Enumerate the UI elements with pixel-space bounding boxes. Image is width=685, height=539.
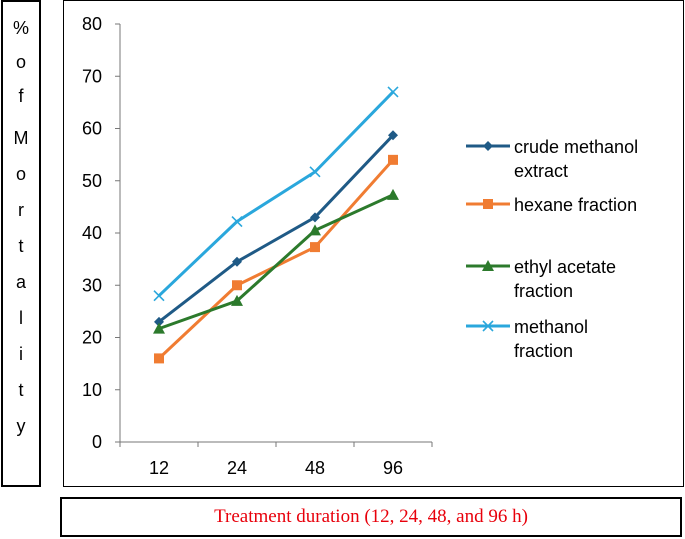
y-axis-label-char: t bbox=[18, 236, 24, 256]
y-axis-label-char: M bbox=[13, 128, 29, 148]
x-tick-label: 48 bbox=[305, 458, 325, 478]
data-point-crude-methanol-extract bbox=[388, 130, 398, 141]
y-tick-label: 20 bbox=[82, 328, 102, 348]
y-tick-label: 70 bbox=[82, 66, 102, 86]
y-tick-label: 40 bbox=[82, 223, 102, 243]
legend-label-ethyl-acetate-fraction: fraction bbox=[514, 281, 573, 301]
data-point-methanol-fraction bbox=[153, 290, 165, 302]
y-tick-label: 50 bbox=[82, 171, 102, 191]
data-point-hexane-fraction bbox=[154, 353, 164, 364]
data-point-methanol-fraction bbox=[309, 166, 321, 178]
y-axis-label-char: % bbox=[12, 18, 29, 38]
series-line-hexane-fraction bbox=[157, 158, 395, 360]
y-axis-label-char: y bbox=[16, 416, 26, 436]
data-point-hexane-fraction bbox=[310, 242, 320, 253]
y-axis-label-char: o bbox=[15, 164, 26, 184]
x-axis-label-box: Treatment duration (12, 24, 48, and 96 h… bbox=[60, 497, 682, 537]
data-point-methanol-fraction bbox=[387, 86, 399, 98]
data-point-ethyl-acetate-fraction bbox=[231, 294, 243, 306]
data-point-hexane-fraction bbox=[232, 280, 242, 291]
y-axis-label-char: a bbox=[15, 272, 26, 292]
legend-label-ethyl-acetate-fraction: ethyl acetate bbox=[514, 257, 616, 277]
legend-label-crude-methanol-extract: extract bbox=[514, 161, 568, 181]
y-tick-label: 0 bbox=[92, 432, 102, 452]
data-point-crude-methanol-extract bbox=[310, 212, 320, 223]
legend-label-hexane-fraction: hexane fraction bbox=[514, 195, 637, 215]
data-point-methanol-fraction bbox=[231, 215, 243, 228]
y-axis-label-char: f bbox=[18, 86, 24, 106]
y-axis-label-char: t bbox=[18, 380, 24, 400]
x-tick-label: 96 bbox=[383, 458, 403, 478]
data-point-ethyl-acetate-fraction bbox=[309, 224, 321, 236]
legend-label-methanol-fraction: fraction bbox=[514, 341, 573, 361]
y-tick-label: 60 bbox=[82, 119, 102, 139]
y-axis-label-char: o bbox=[15, 52, 26, 72]
data-point-crude-methanol-extract bbox=[154, 316, 164, 327]
data-point-hexane-fraction bbox=[388, 154, 398, 165]
y-axis-label-char: r bbox=[18, 200, 24, 220]
legend-label-methanol-fraction: methanol bbox=[514, 317, 588, 337]
y-axis-label-char: l bbox=[19, 308, 23, 328]
series-line-methanol-fraction bbox=[157, 90, 395, 297]
chart-frame bbox=[63, 0, 684, 487]
legend-marker-crude-methanol-extract bbox=[483, 141, 493, 151]
series-line-ethyl-acetate-fraction bbox=[158, 193, 394, 331]
legend-marker-methanol-fraction bbox=[482, 320, 494, 332]
y-tick-label: 30 bbox=[82, 275, 102, 295]
legend-marker-hexane-fraction bbox=[483, 199, 493, 209]
data-point-ethyl-acetate-fraction bbox=[153, 322, 165, 334]
y-axis-label-char: i bbox=[19, 344, 23, 364]
data-point-ethyl-acetate-fraction bbox=[387, 188, 399, 200]
x-tick-label: 24 bbox=[227, 458, 247, 478]
data-point-crude-methanol-extract bbox=[232, 256, 242, 267]
legend-label-crude-methanol-extract: crude methanol bbox=[514, 137, 638, 157]
x-tick-label: 12 bbox=[149, 458, 169, 478]
series-line-crude-methanol-extract bbox=[158, 134, 395, 324]
y-tick-label: 10 bbox=[82, 380, 102, 400]
y-tick-label: 80 bbox=[82, 14, 102, 34]
y-axis-label-box: % o f M o r t a l i t y bbox=[1, 0, 41, 487]
x-axis-label: Treatment duration (12, 24, 48, and 96 h… bbox=[214, 506, 528, 527]
legend-marker-ethyl-acetate-fraction bbox=[482, 260, 494, 271]
